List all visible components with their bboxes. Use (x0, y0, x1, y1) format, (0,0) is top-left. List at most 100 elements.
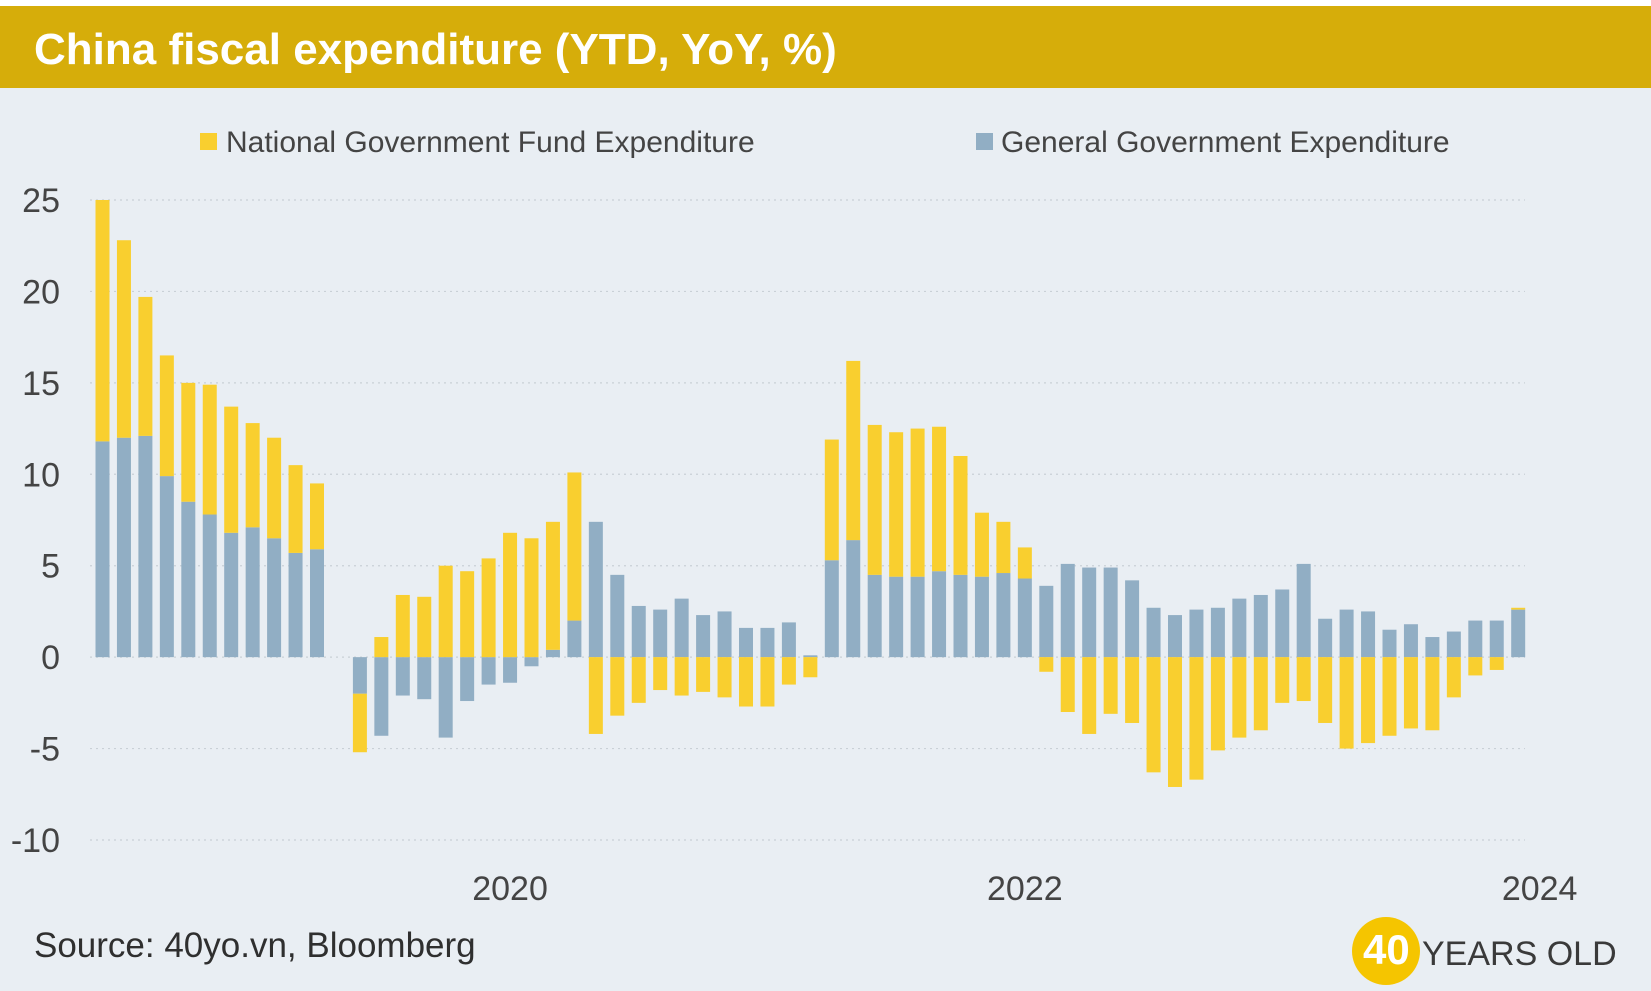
bar-general (717, 611, 732, 658)
logo-text: YEARS OLD (1422, 935, 1617, 973)
bar-fund (1039, 657, 1054, 672)
bar-general (889, 576, 904, 658)
x-tick-label: 2022 (987, 870, 1063, 908)
bar-general (116, 437, 131, 658)
bar-general (1489, 620, 1504, 658)
bar-fund (95, 200, 110, 442)
bar-fund (116, 240, 131, 438)
bar-general (1403, 624, 1418, 658)
bar-fund (460, 571, 475, 658)
bar-fund (760, 657, 775, 707)
bar-general (1060, 563, 1075, 658)
bar-fund (867, 424, 882, 575)
x-tick-label: 2020 (472, 870, 548, 908)
bar-fund (781, 657, 796, 685)
bar-general (95, 441, 110, 658)
bar-fund (1511, 607, 1526, 610)
y-tick-label: -10 (11, 822, 60, 860)
bar-fund (352, 693, 367, 753)
bar-general (974, 576, 989, 658)
bar-general (181, 501, 196, 658)
bar-general (1275, 589, 1290, 658)
bar-fund (1446, 657, 1461, 698)
bar-general (1103, 567, 1118, 658)
source-note: Source: 40yo.vn, Bloomberg (34, 926, 476, 965)
bar-general (760, 627, 775, 658)
bar-general (267, 538, 282, 658)
bar-fund (481, 558, 496, 658)
y-tick-label: 10 (22, 456, 60, 494)
bar-fund (288, 465, 303, 553)
bar-general (288, 552, 303, 658)
bar-general (1017, 578, 1032, 658)
bar-general (545, 649, 560, 658)
bar-fund (1296, 657, 1311, 702)
bar-general (524, 657, 539, 667)
bar-fund (1403, 657, 1418, 729)
bar-general (1382, 629, 1397, 658)
bar-fund (1489, 657, 1504, 670)
bar-fund (1060, 657, 1075, 712)
bar-fund (1275, 657, 1290, 703)
bar-fund (1468, 657, 1483, 676)
bar-general (1189, 609, 1204, 658)
bar-general (932, 571, 947, 658)
bar-general (395, 657, 410, 696)
bar-general (202, 514, 217, 658)
bar-fund (567, 472, 582, 621)
bar-general (1082, 567, 1097, 658)
bar-fund (245, 423, 260, 528)
legend: National Government Fund Expenditure Gen… (200, 126, 1450, 159)
bar-general (1253, 594, 1268, 658)
bar-general (159, 476, 174, 658)
bar-general (953, 574, 968, 658)
bar-general (352, 657, 367, 694)
logo-circle (1352, 917, 1420, 985)
bar-fund (138, 296, 153, 436)
bar-fund (631, 657, 646, 703)
bar-general (739, 627, 753, 658)
bar-general (824, 560, 839, 658)
bar-general (503, 657, 518, 683)
bar-general (1125, 580, 1140, 658)
bar-general (481, 657, 496, 685)
bar-general (1232, 598, 1247, 658)
bar-general (1511, 609, 1526, 658)
bar-general (867, 574, 882, 658)
bar-fund (1339, 657, 1354, 749)
bar-fund (1168, 657, 1182, 787)
bar-fund (202, 384, 217, 515)
legend-label-general: General Government Expenditure (1001, 126, 1450, 159)
bar-fund (588, 657, 603, 734)
bar-general (610, 574, 625, 658)
bar-general (1168, 615, 1182, 658)
y-tick-label: -5 (30, 731, 60, 769)
bar-general (588, 521, 603, 658)
bar-fund (1017, 547, 1032, 579)
bar-fund (438, 565, 453, 658)
bar-general (996, 573, 1011, 658)
bar-general (567, 620, 582, 658)
bar-general (417, 657, 432, 700)
bar-general (674, 598, 689, 658)
bar-general (310, 549, 324, 658)
bar-fund (674, 657, 689, 696)
bar-fund (159, 355, 174, 477)
bar-fund (803, 657, 818, 678)
bar-general (846, 540, 861, 658)
bar-fund (417, 596, 432, 658)
y-tick-label: 25 (22, 182, 60, 220)
bar-fund (910, 428, 925, 577)
bar-general (1425, 637, 1440, 658)
bar-general (374, 657, 389, 736)
bar-fund (395, 594, 410, 658)
legend-swatch-general (976, 133, 993, 150)
bar-general (910, 576, 925, 658)
x-axis-labels: 2020 2022 2024 (472, 870, 1577, 908)
bar-fund (181, 382, 196, 502)
bar-general (460, 657, 475, 702)
bar-fund (1189, 657, 1204, 780)
bar-fund (974, 512, 989, 577)
legend-label-fund: National Government Fund Expenditure (226, 126, 755, 159)
bar-general (1339, 609, 1354, 658)
